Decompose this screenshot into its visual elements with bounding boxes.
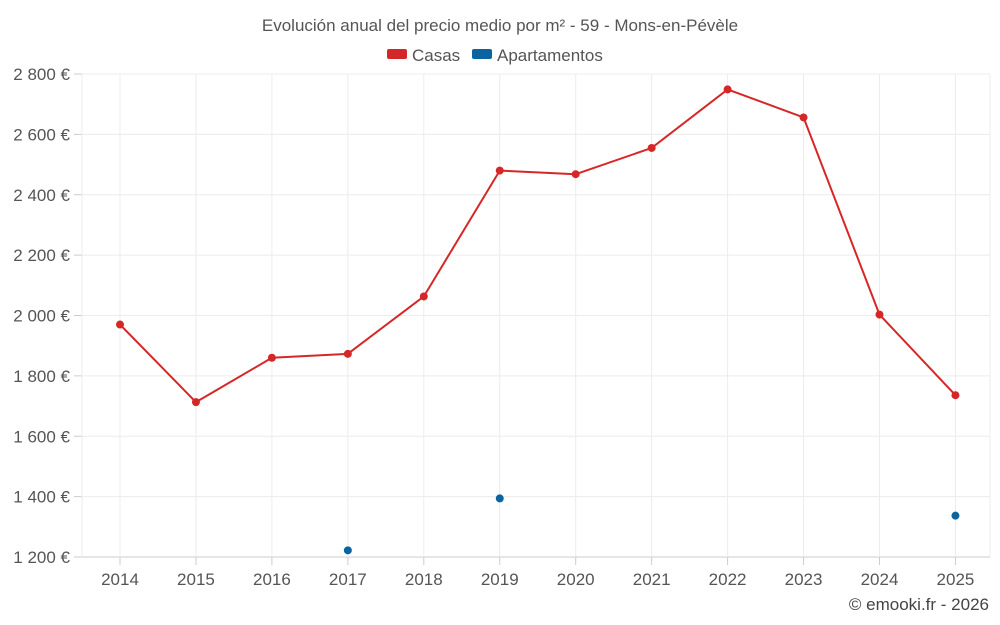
chart-title: Evolución anual del precio medio por m² …	[262, 16, 738, 35]
y-tick-label: 2 600 €	[13, 125, 70, 144]
x-tick-label: 2018	[405, 570, 443, 589]
series-layer	[116, 85, 960, 555]
data-point-casas[interactable]	[647, 143, 656, 152]
data-point-casas[interactable]	[723, 85, 732, 94]
x-tick-label: 2023	[785, 570, 823, 589]
x-axis-ticks: 2014 2015 2016 2017 2018 2019 2020 2021 2022 2023…	[101, 570, 974, 589]
data-point-casas[interactable]	[799, 113, 808, 122]
series-line-casas	[119, 88, 957, 404]
x-tick-label: 2025	[937, 570, 975, 589]
legend-swatch-casas	[387, 49, 407, 59]
y-axis-ticks: 1 200 € 1 400 € 1 600 € 1 800 € 2 000 € 2 200…	[13, 65, 70, 567]
y-gridlines	[74, 73, 990, 558]
data-point-casas[interactable]	[419, 292, 428, 301]
y-tick-label: 1 400 €	[13, 488, 70, 507]
legend-label-casas[interactable]: Casas	[412, 46, 460, 65]
y-tick-label: 1 200 €	[13, 548, 70, 567]
x-tick-label: 2024	[861, 570, 899, 589]
x-tick-label: 2019	[481, 570, 519, 589]
x-tick-label: 2020	[557, 570, 595, 589]
x-tick-label: 2015	[177, 570, 215, 589]
legend[interactable]: Casas Apartamentos	[387, 46, 603, 65]
data-point-apartamentos[interactable]	[951, 511, 960, 520]
x-tick-label: 2016	[253, 570, 291, 589]
x-gridlines	[81, 74, 991, 565]
data-point-casas[interactable]	[191, 398, 200, 407]
data-point-apartamentos[interactable]	[495, 494, 504, 503]
x-tick-label: 2021	[633, 570, 671, 589]
data-point-casas[interactable]	[343, 349, 352, 358]
y-tick-label: 2 400 €	[13, 186, 70, 205]
credit-text: © emooki.fr - 2026	[849, 595, 989, 614]
y-tick-label: 2 200 €	[13, 246, 70, 265]
data-point-casas[interactable]	[875, 310, 884, 319]
data-point-apartamentos[interactable]	[343, 546, 352, 555]
data-point-casas[interactable]	[571, 170, 580, 179]
legend-swatch-apartamentos	[472, 49, 492, 59]
x-tick-label: 2014	[101, 570, 139, 589]
data-point-casas[interactable]	[267, 353, 276, 362]
legend-label-apartamentos[interactable]: Apartamentos	[497, 46, 603, 65]
data-point-casas[interactable]	[951, 391, 960, 400]
y-tick-label: 2 800 €	[13, 65, 70, 84]
x-tick-label: 2017	[329, 570, 367, 589]
data-point-casas[interactable]	[116, 320, 124, 329]
y-tick-label: 1 600 €	[13, 427, 70, 446]
x-tick-label: 2022	[709, 570, 747, 589]
y-tick-label: 1 800 €	[13, 367, 70, 386]
data-point-casas[interactable]	[495, 166, 504, 175]
y-tick-label: 2 000 €	[13, 307, 70, 326]
